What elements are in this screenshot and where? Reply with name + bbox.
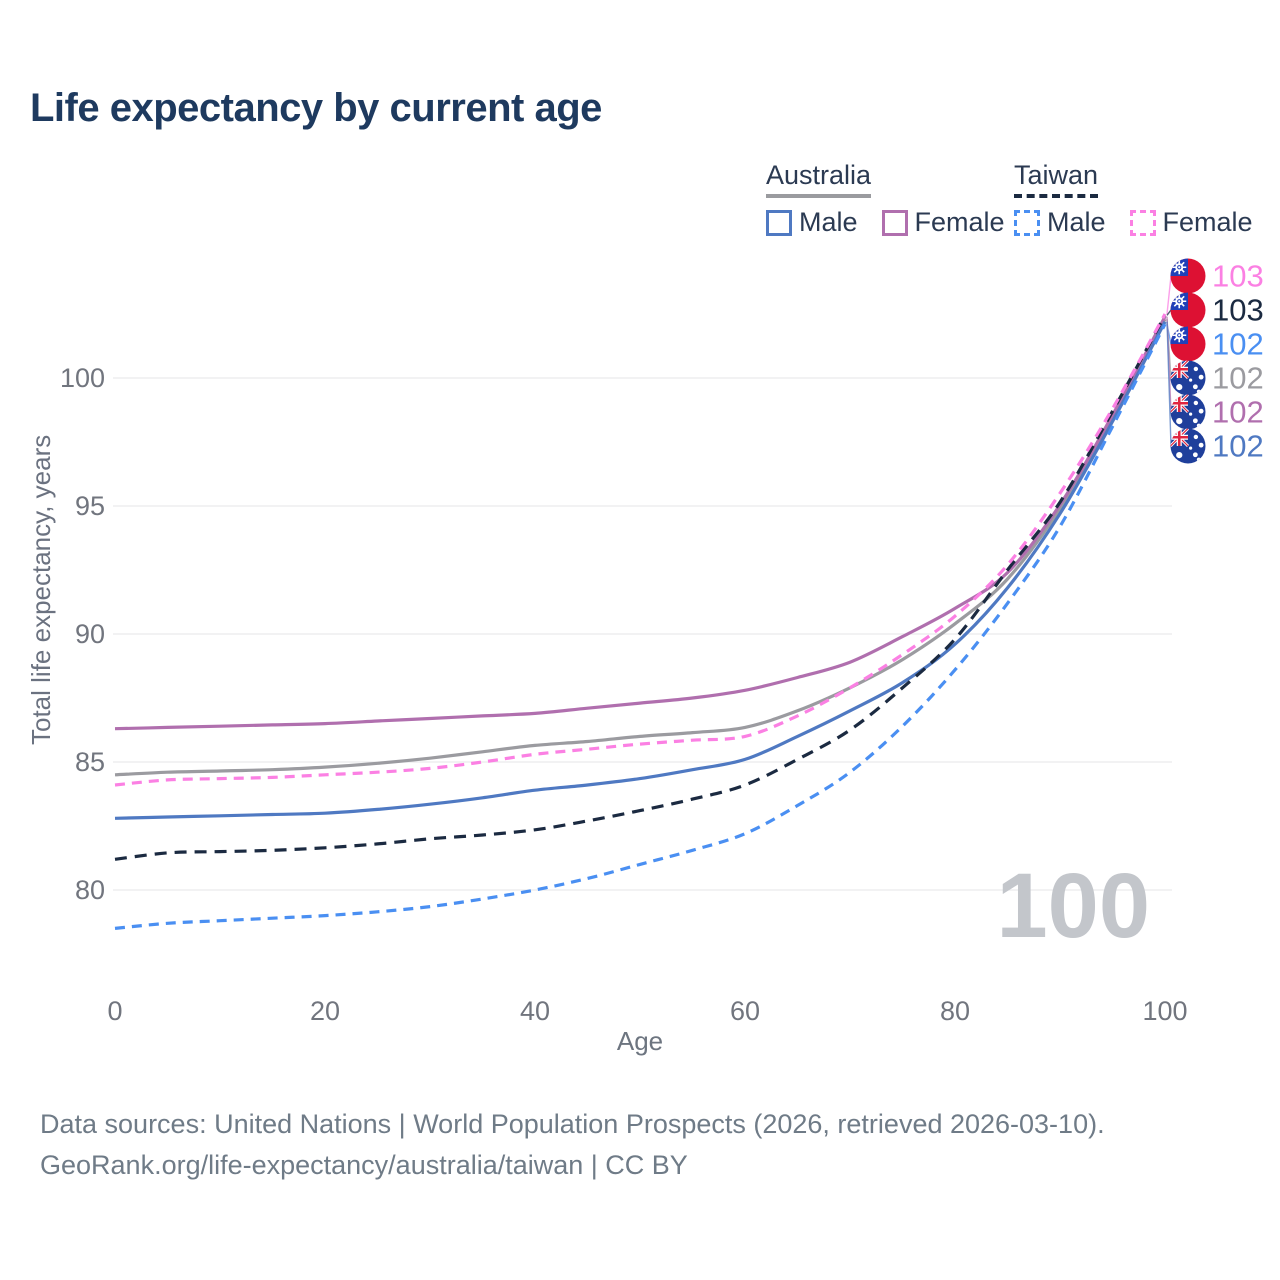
y-tick-label: 95 [74, 491, 105, 521]
series-line-australia-female [114, 315, 1167, 731]
australia-flag-icon [1170, 360, 1206, 396]
end-label-value: 103 [1212, 259, 1264, 294]
y-tick-label: 85 [74, 747, 105, 777]
legend-item-australia-female[interactable]: Female [881, 207, 1005, 238]
x-tick-label: 100 [1142, 996, 1188, 1026]
page-title: Life expectancy by current age [30, 86, 602, 130]
series-line-taiwan-female [114, 313, 1167, 787]
taiwan-flag-icon [1170, 258, 1206, 294]
legend-taiwan-label[interactable]: Taiwan [1014, 160, 1099, 198]
footer-data-sources: Data sources: United Nations | World Pop… [40, 1109, 1105, 1139]
legend-australia-items: Male Female [766, 207, 1005, 238]
legend-group-taiwan: Taiwan Male Female [1014, 160, 1253, 238]
end-label-value: 102 [1212, 395, 1264, 430]
footer: Data sources: United Nations | World Pop… [40, 1104, 1105, 1186]
taiwan-male-swatch-icon [1014, 209, 1040, 236]
x-axis-title: Age [616, 1026, 664, 1056]
legend-item-taiwan-female[interactable]: Female [1129, 207, 1253, 238]
legend-australia-label[interactable]: Australia [766, 160, 872, 198]
australia-male-swatch-icon [766, 209, 792, 236]
taiwan-female-swatch-icon [1129, 209, 1156, 236]
age-counter-watermark: 100 [996, 855, 1151, 957]
series-line-australia-male [114, 320, 1167, 820]
end-label-value: 102 [1212, 361, 1264, 396]
taiwan-flag-icon [1170, 326, 1206, 362]
y-tick-label: 80 [74, 875, 105, 905]
taiwan-flag-icon [1170, 292, 1206, 328]
x-tick-label: 40 [519, 996, 551, 1026]
series-line-australia-total [114, 318, 1167, 777]
australia-flag-icon [1170, 394, 1206, 430]
legend-item-label: Male [1047, 207, 1106, 237]
legend-item-australia-male[interactable]: Male [766, 207, 858, 238]
australia-flag-icon [1170, 428, 1206, 464]
y-tick-label: 100 [59, 363, 105, 393]
x-tick-label: 0 [107, 996, 123, 1026]
footer-attribution: GeoRank.org/life-expectancy/australia/ta… [40, 1150, 688, 1180]
end-label-value: 103 [1212, 293, 1264, 328]
end-label-value: 102 [1212, 429, 1264, 464]
x-tick-label: 60 [729, 996, 761, 1026]
end-label-value: 102 [1212, 327, 1264, 362]
series-line-taiwan-total [114, 314, 1167, 861]
legend-item-label: Male [799, 207, 858, 237]
x-tick-label: 80 [939, 996, 971, 1026]
y-tick-label: 90 [74, 619, 105, 649]
australia-female-swatch-icon [881, 209, 908, 236]
legend-item-label: Female [1162, 207, 1253, 237]
legend-taiwan-items: Male Female [1014, 207, 1253, 238]
legend-item-taiwan-male[interactable]: Male [1014, 207, 1106, 238]
y-axis-title: Total life expectancy, years [26, 434, 56, 746]
legend-group-australia: Australia Male Female [766, 160, 1005, 238]
x-tick-label: 20 [309, 996, 341, 1026]
legend-item-label: Female [914, 207, 1005, 237]
series-line-taiwan-male [114, 323, 1167, 930]
